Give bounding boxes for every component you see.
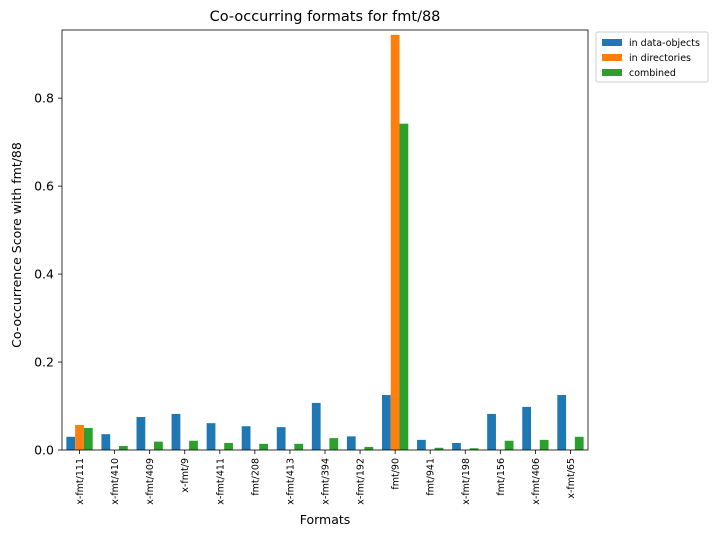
bar-combined-x-fmt-9 xyxy=(189,440,198,450)
x-tick-label: x-fmt/192 xyxy=(356,458,367,505)
bar-in-data-objects-x-fmt-111 xyxy=(66,436,76,450)
x-tick-label: x-fmt/9 xyxy=(180,458,191,493)
legend-swatch xyxy=(602,39,622,46)
legend: in data-objects in directories combined xyxy=(595,31,709,83)
bar-in-data-objects-x-fmt-411 xyxy=(206,423,216,450)
bar-in-data-objects-x-fmt-394 xyxy=(311,402,321,450)
bar-in-data-objects-x-fmt-65 xyxy=(557,395,567,450)
x-tick-label: fmt/941 xyxy=(426,458,437,496)
x-tick-label: x-fmt/198 xyxy=(461,458,472,505)
x-tick-label: fmt/208 xyxy=(250,458,261,496)
x-axis-label: Formats xyxy=(300,512,351,527)
bar-in-data-objects-x-fmt-9 xyxy=(171,413,181,450)
bar-combined-fmt-156 xyxy=(504,440,514,450)
bar-combined-fmt-208 xyxy=(259,443,269,450)
x-tick-label: fmt/90 xyxy=(391,458,402,490)
bar-in-data-objects-x-fmt-413 xyxy=(276,427,286,450)
legend-label: in directories xyxy=(629,53,691,64)
bar-in-data-objects-x-fmt-406 xyxy=(522,406,532,450)
plot-area: 0.0 0.2 0.4 0.6 0.8 x-fmt/111 x-fmt/410 x-fmt/4… xyxy=(34,29,589,505)
y-tick-label: 0.4 xyxy=(34,267,54,282)
x-tick-label: x-fmt/406 xyxy=(531,458,542,505)
bar-in-data-objects-x-fmt-192 xyxy=(346,436,356,450)
legend-swatch xyxy=(602,69,622,76)
x-tick-label: x-fmt/409 xyxy=(145,458,156,505)
x-tick-label: x-fmt/394 xyxy=(321,458,332,505)
bar-combined-x-fmt-410 xyxy=(118,446,128,450)
bar-in-data-objects-fmt-156 xyxy=(487,413,496,450)
bar-combined-fmt-941 xyxy=(434,447,444,450)
bar-combined-fmt-90 xyxy=(399,123,409,451)
bar-in-directories-fmt-90 xyxy=(390,34,400,451)
y-tick-label: 0.0 xyxy=(34,443,54,458)
bar-combined-x-fmt-394 xyxy=(329,438,339,450)
bar-in-data-objects-fmt-208 xyxy=(241,426,251,450)
x-tick-label: x-fmt/111 xyxy=(75,458,86,505)
y-axis-label: Co-occurrence Score with fmt/88 xyxy=(9,142,24,348)
bar-in-directories-x-fmt-111 xyxy=(75,424,84,450)
x-tick-label: fmt/156 xyxy=(496,458,507,496)
bar-in-data-objects-fmt-941 xyxy=(417,439,426,450)
bar-combined-x-fmt-411 xyxy=(224,442,233,450)
axes-frame xyxy=(61,29,589,451)
bar-combined-x-fmt-413 xyxy=(294,443,304,450)
bar-in-data-objects-x-fmt-198 xyxy=(452,442,461,450)
bar-in-data-objects-fmt-90 xyxy=(381,395,391,450)
bar-combined-x-fmt-409 xyxy=(154,441,163,450)
y-tick-label: 0.2 xyxy=(34,355,54,370)
x-tick-label: x-fmt/413 xyxy=(285,458,296,505)
bar-combined-x-fmt-65 xyxy=(574,436,584,450)
legend-box xyxy=(595,31,709,83)
legend-label: combined xyxy=(629,68,676,79)
bar-in-data-objects-x-fmt-409 xyxy=(136,417,146,450)
x-tick-label: x-fmt/411 xyxy=(215,458,226,505)
chart-title: Co-occurring formats for fmt/88 xyxy=(210,9,441,25)
bar-combined-x-fmt-198 xyxy=(469,448,479,450)
x-tick-label: x-fmt/65 xyxy=(566,458,577,499)
x-tick-label: x-fmt/410 xyxy=(110,458,121,505)
bar-in-data-objects-x-fmt-410 xyxy=(101,434,111,450)
bar-combined-x-fmt-406 xyxy=(539,439,549,450)
y-tick-label: 0.6 xyxy=(34,179,54,194)
legend-swatch xyxy=(602,54,622,61)
y-tick-label: 0.8 xyxy=(34,91,54,106)
bar-combined-x-fmt-192 xyxy=(364,446,374,450)
legend-label: in data-objects xyxy=(629,38,700,49)
bar-combined-x-fmt-111 xyxy=(83,428,93,450)
